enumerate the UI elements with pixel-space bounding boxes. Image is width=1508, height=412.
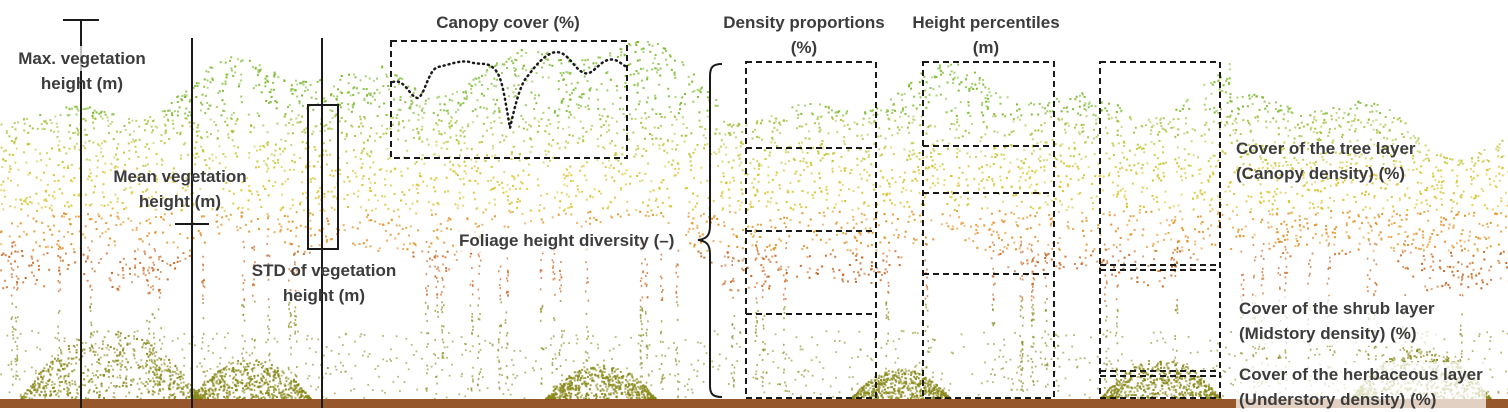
point-cloud xyxy=(0,41,1508,400)
diversity-brace xyxy=(698,64,722,397)
tree-layer-label-line2: (Canopy density) (%) xyxy=(1236,161,1416,186)
density-proportions-box xyxy=(746,62,876,398)
shrub-layer-label-line2: (Midstory density) (%) xyxy=(1236,321,1438,346)
std-height-marker xyxy=(308,38,338,408)
std-height-label-line1: STD of vegetation xyxy=(236,258,412,283)
mean-height-label: Mean vegetation height (m) xyxy=(101,164,259,214)
max-height-label: Max. vegetation height (m) xyxy=(6,46,158,96)
tree-layer-label-line1: Cover of the tree layer xyxy=(1236,136,1416,161)
mean-height-label-line1: Mean vegetation xyxy=(101,164,259,189)
herb-layer-label: Cover of the herbaceous layer (Understor… xyxy=(1236,362,1486,412)
std-height-label-line2: height (m) xyxy=(236,283,412,308)
foliage-diversity-label: Foliage height diversity (–) xyxy=(456,228,677,253)
height-percentiles-label-line1: Height percentiles xyxy=(896,10,1076,35)
height-percentiles-label: Height percentiles (m) xyxy=(896,10,1076,60)
height-percentiles-label-line2: (m) xyxy=(896,35,1076,60)
std-height-label: STD of vegetation height (m) xyxy=(236,258,412,308)
density-proportions-label-line2: (%) xyxy=(706,35,902,60)
max-height-label-line2: height (m) xyxy=(6,71,158,96)
canopy-cover-label: Canopy cover (%) xyxy=(398,10,618,35)
canopy-cover-label-text: Canopy cover (%) xyxy=(398,10,618,35)
tree-layer-label: Cover of the tree layer (Canopy density)… xyxy=(1236,136,1416,186)
mean-height-label-line2: height (m) xyxy=(101,189,259,214)
mean-height-marker xyxy=(175,38,209,408)
foliage-diversity-label-text: Foliage height diversity (–) xyxy=(456,228,677,253)
density-proportions-label-line1: Density proportions xyxy=(706,10,902,35)
herb-layer-label-line2: (Understory density) (%) xyxy=(1236,387,1486,412)
max-height-label-line1: Max. vegetation xyxy=(6,46,158,71)
density-proportions-label: Density proportions (%) xyxy=(706,10,902,60)
shrub-layer-label-line1: Cover of the shrub layer xyxy=(1236,296,1438,321)
layer-cover-box xyxy=(1100,62,1220,398)
shrub-layer-label: Cover of the shrub layer (Midstory densi… xyxy=(1236,296,1438,346)
herb-layer-label-line1: Cover of the herbaceous layer xyxy=(1236,362,1486,387)
